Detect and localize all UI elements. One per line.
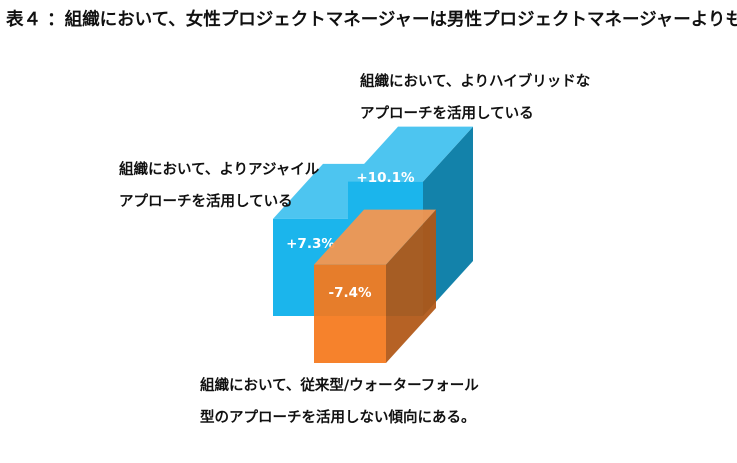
bar-waterfall: -7.4%	[314, 209, 436, 363]
category-label-hybrid-line-1: 組織において、よりハイブリッドな	[360, 74, 591, 90]
category-label-hybrid: 組織において、よりハイブリッドな アプローチを活用している	[360, 66, 590, 130]
value-label-hybrid: +10.1%	[356, 170, 415, 186]
bar-front-waterfall	[314, 264, 386, 363]
category-label-hybrid-line-2: アプローチを活用している	[360, 106, 534, 122]
category-label-agile-line-2: アプローチを活用している	[119, 194, 293, 210]
category-label-agile-line-1: 組織において、よりアジャイル	[119, 162, 320, 178]
category-label-waterfall: 組織において、従来型/ウォーターフォール 型のアプローチを活用しない傾向にある。	[200, 370, 479, 434]
category-label-waterfall-line-2: 型のアプローチを活用しない傾向にある。	[200, 410, 476, 426]
value-label-waterfall: -7.4%	[328, 285, 372, 301]
bar-top-waterfall	[314, 209, 436, 265]
bar-side-waterfall	[386, 209, 436, 363]
chart-title: 表４ ：組織において、女性プロジェクトマネージャーは男性プロジェクトマネージャー…	[6, 10, 737, 30]
category-label-waterfall-line-1: 組織において、従来型/ウォーターフォール	[200, 378, 479, 394]
bar-top-hybrid	[348, 126, 473, 182]
category-label-agile: 組織において、よりアジャイル アプローチを活用している	[119, 154, 319, 218]
value-label-agile: +7.3%	[286, 236, 335, 252]
